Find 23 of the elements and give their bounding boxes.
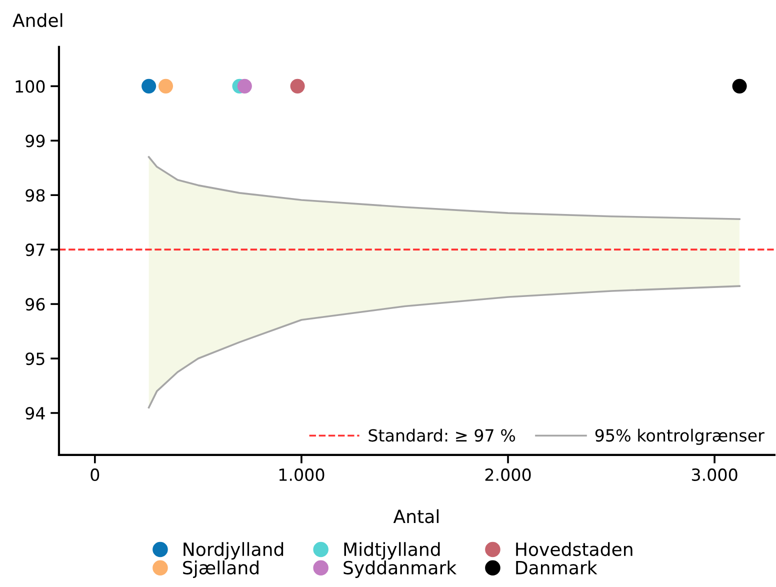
legend-label: 95% kontrolgrænser [595, 428, 764, 445]
y-tick-label: 96 [26, 298, 45, 311]
line-series [148, 156, 740, 220]
y-tick-label: 97 [26, 244, 44, 256]
y-tick-label: 100 [16, 80, 45, 93]
y-tick-label: 95 [26, 352, 44, 366]
legend-label: Midtjylland [344, 542, 440, 560]
legend-label: Nordjylland [184, 542, 284, 560]
x-tick-label: 2.000 [485, 468, 531, 482]
legend-label: Standard: ≥ 97 % [368, 428, 516, 442]
legend-label: Syddanmark [344, 560, 457, 578]
legend-label: Sjælland [183, 560, 258, 578]
legend-label: Hovedstaden [516, 542, 632, 556]
y-tick-label: 99 [26, 134, 45, 148]
x-axis-title: Antal [393, 509, 438, 524]
x-tick-label: 3.000 [692, 468, 738, 482]
x-tick-label: 1.000 [279, 468, 324, 482]
y-tick-label: 98 [26, 189, 45, 202]
x-tick-label: 0 [90, 468, 100, 482]
y-axis-title: Andel [12, 13, 62, 28]
legend-label: Danmark [516, 560, 598, 574]
line-series [148, 285, 740, 408]
y-tick-label: 94 [26, 406, 45, 420]
